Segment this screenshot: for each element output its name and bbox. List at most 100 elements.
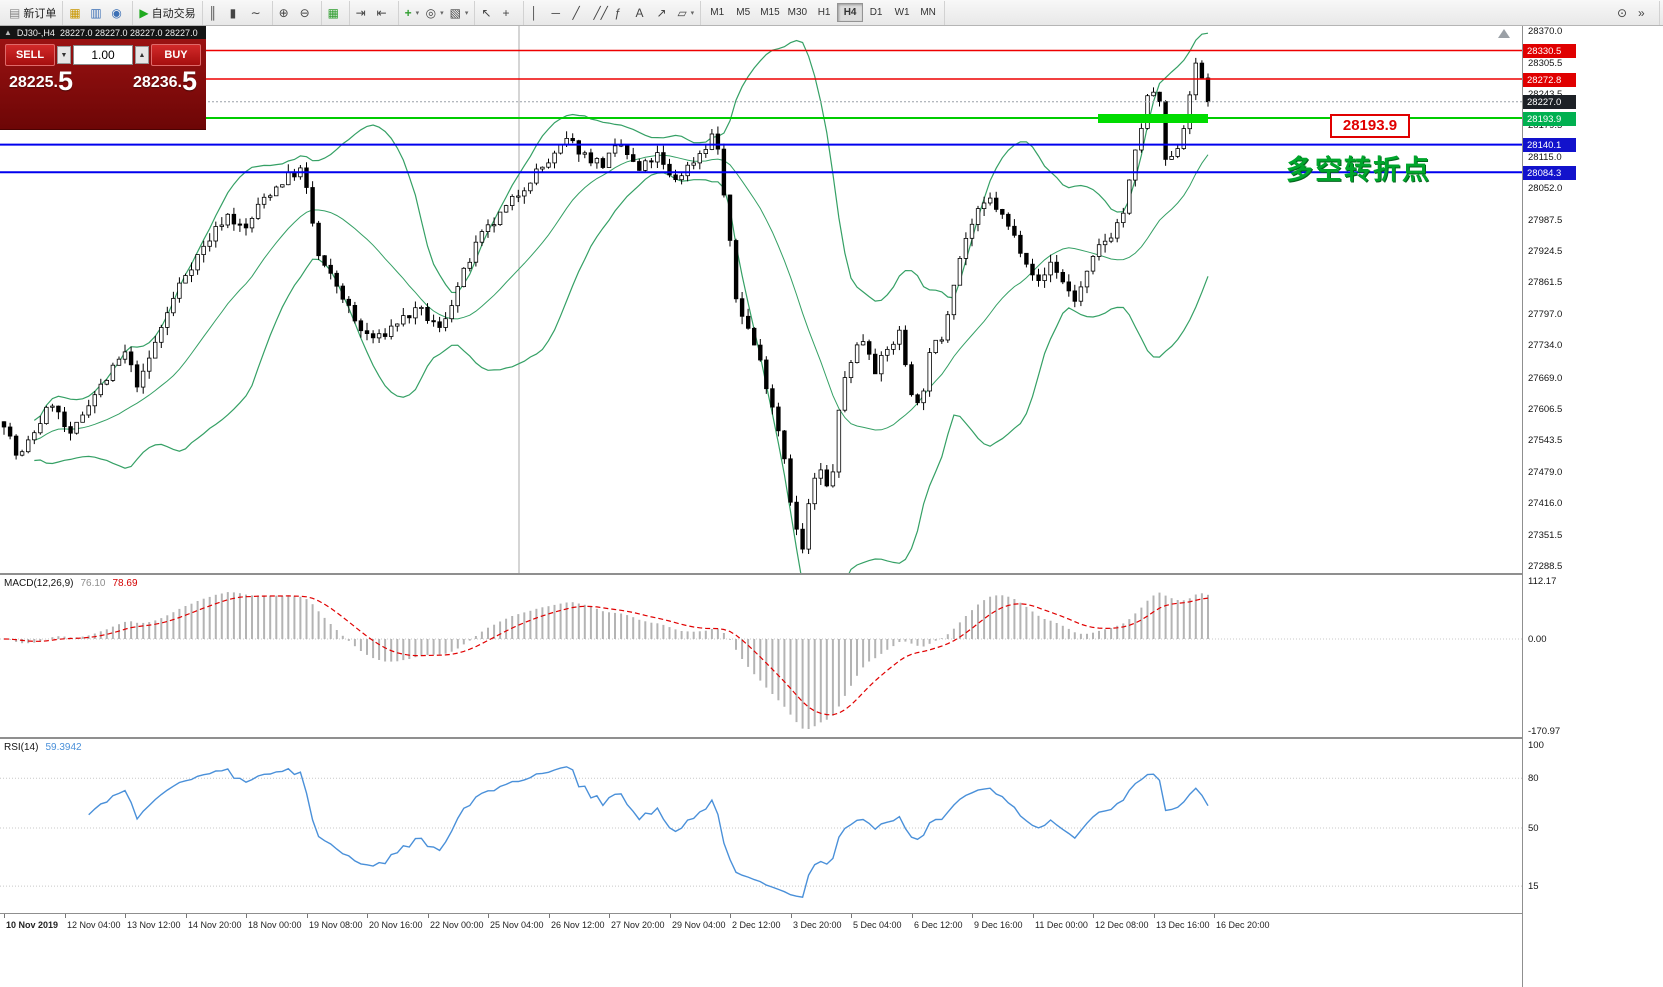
dropdown-arrow-icon: ▾ <box>690 9 695 17</box>
price-tick-label: 28370.0 <box>1528 26 1563 37</box>
macd-pane[interactable]: MACD(12,26,9) 76.10 78.69 <box>0 573 1522 737</box>
candlestick-chart-svg[interactable] <box>0 26 1522 573</box>
macd-axis-label: 112.17 <box>1528 576 1557 587</box>
toolbar-right-icons: ⊙ » <box>1611 0 1660 25</box>
market-watch-icon[interactable]: ▥ <box>87 2 108 23</box>
time-tick <box>246 914 247 918</box>
cursor-icon[interactable]: ↖ <box>478 2 499 23</box>
volume-decrease-button[interactable]: ▼ <box>57 46 71 64</box>
time-label: 19 Nov 08:00 <box>309 920 363 930</box>
zoom-in-icon[interactable]: ⊕ <box>276 2 297 23</box>
one-click-trading-panel: SELL ▼ ▲ BUY 28225.5 28236.5 <box>0 39 206 130</box>
price-level-flag[interactable]: 28193.9 <box>1330 114 1410 138</box>
bollinger-upper-band[interactable] <box>33 32 1209 421</box>
auto-scroll-icon[interactable]: ⇥ <box>353 2 374 23</box>
timeframe-button[interactable]: MN <box>915 3 941 22</box>
turning-point-annotation[interactable]: 多空转折点 <box>1286 155 1431 185</box>
time-tick <box>428 914 429 918</box>
timeframe-button[interactable]: M15 <box>756 3 783 22</box>
shapes-icon[interactable]: ▱ ▾ <box>674 2 697 23</box>
new-order-icon: ▤ <box>9 5 21 20</box>
channel-icon[interactable]: ╱╱ <box>590 2 611 23</box>
quick-access-toolbar: ▦ ▥ ◉ <box>63 0 134 25</box>
volume-increase-button[interactable]: ▲ <box>135 46 149 64</box>
price-tick-label: 28052.0 <box>1528 183 1563 194</box>
chart-shift-icon[interactable]: ⇤ <box>374 2 395 23</box>
time-label: 5 Dec 04:00 <box>853 920 902 930</box>
crosshair-icon[interactable]: + <box>499 2 520 23</box>
chart-type-toolbar: ║ ▮ ∼ <box>203 0 273 25</box>
support-zone-highlight[interactable] <box>1098 114 1208 123</box>
time-label: 14 Nov 20:00 <box>188 920 242 930</box>
collapse-panel-icon[interactable]: ▲ <box>4 28 12 37</box>
timeframe-button[interactable]: M30 <box>784 3 811 22</box>
sell-button[interactable]: SELL <box>5 44 55 66</box>
price-tick-label: 27479.0 <box>1528 467 1563 478</box>
time-label: 11 Dec 00:00 <box>1035 920 1088 930</box>
line-chart-icon[interactable]: ∼ <box>248 2 269 23</box>
rsi-line <box>88 766 1209 898</box>
templates-icon[interactable]: ▧ ▾ <box>447 2 472 23</box>
time-axis[interactable]: 10 Nov 2019 12 Nov 04:00 13 Nov 12:00 14 No… <box>0 913 1522 935</box>
dropdown-arrow-icon: ▾ <box>464 9 469 17</box>
timeframe-button[interactable]: M5 <box>730 3 756 22</box>
fibonacci-icon[interactable]: ƒ <box>611 2 632 23</box>
price-axis[interactable]: 28370.028305.528243.528179.528115.028052… <box>1522 26 1663 987</box>
time-label: 18 Nov 00:00 <box>248 920 302 930</box>
profiles-icon[interactable]: ◎ ▾ <box>423 2 447 23</box>
horizontal-line-icon[interactable]: ─ <box>548 2 569 23</box>
bollinger-middle-band[interactable] <box>34 154 1209 441</box>
arrows-icon[interactable]: ↗ <box>653 2 674 23</box>
dropdown-arrow-icon: ▾ <box>415 9 420 17</box>
time-tick <box>307 914 308 918</box>
rsi-chart-svg[interactable] <box>0 739 1522 913</box>
price-level-badge: 28140.1 <box>1523 138 1576 152</box>
time-label: 3 Dec 20:00 <box>793 920 842 930</box>
auto-trading-button[interactable]: ▶ 自动交易 <box>136 2 198 23</box>
rsi-pane[interactable]: RSI(14) 59.3942 <box>0 737 1522 913</box>
price-tick-label: 28115.0 <box>1528 152 1562 163</box>
overflow-icon[interactable]: » <box>1635 2 1656 23</box>
price-tick-label: 28243.5 <box>1528 89 1562 100</box>
vertical-line-icon[interactable]: │ <box>527 2 548 23</box>
volume-input[interactable] <box>73 45 133 65</box>
new-order-button[interactable]: ▤ 新订单 <box>6 2 59 23</box>
time-tick <box>4 914 5 918</box>
price-tick-label: 27288.5 <box>1528 561 1563 572</box>
time-tick <box>488 914 489 918</box>
symbol-ohlc: 28227.0 28227.0 28227.0 28227.0 <box>59 27 198 38</box>
rsi-axis-label: 50 <box>1528 823 1539 834</box>
main-chart-pane[interactable]: ▲ DJ30-,H4 28227.0 28227.0 28227.0 28227… <box>0 26 1522 573</box>
timeframe-button[interactable]: H1 <box>811 3 837 22</box>
text-icon[interactable]: A <box>632 2 653 23</box>
macd-axis-label: 0.00 <box>1528 634 1547 645</box>
macd-signal-value: 78.69 <box>112 578 138 589</box>
timeframe-button[interactable]: D1 <box>863 3 889 22</box>
time-label: 29 Nov 04:00 <box>672 920 726 930</box>
indicators-icon[interactable]: + ▾ <box>402 2 423 23</box>
macd-chart-svg[interactable] <box>0 575 1522 737</box>
bollinger-lower-band[interactable] <box>34 172 1209 573</box>
time-tick <box>912 914 913 918</box>
buy-button[interactable]: BUY <box>151 44 201 66</box>
zoom-out-icon[interactable]: ⊖ <box>297 2 318 23</box>
search-icon[interactable]: ⊙ <box>1614 2 1635 23</box>
trendline-icon[interactable]: ╱ <box>569 2 590 23</box>
symbol-title: DJ30-,H4 <box>16 27 55 38</box>
toolbox-icon[interactable]: ▦ <box>66 2 87 23</box>
macd-value: 76.10 <box>80 578 106 589</box>
tile-windows-icon[interactable]: ▦ <box>325 2 346 23</box>
navigator-icon[interactable]: ◉ <box>108 2 129 23</box>
chart-shift-marker[interactable] <box>1498 29 1510 38</box>
timeframe-button[interactable]: H4 <box>837 3 864 22</box>
dropdown-arrow-icon: ▾ <box>440 9 444 17</box>
time-label: 16 Dec 20:00 <box>1216 920 1270 930</box>
auto-trading-toolbar: ▶ 自动交易 <box>133 0 203 25</box>
buy-price: 28236. 5 <box>133 66 197 96</box>
bar-chart-icon[interactable]: ║ <box>206 2 227 23</box>
candlestick-chart-icon[interactable]: ▮ <box>227 2 248 23</box>
timeframe-button[interactable]: W1 <box>889 3 915 22</box>
time-tick <box>670 914 671 918</box>
timeframe-button[interactable]: M1 <box>704 3 730 22</box>
macd-histogram <box>9 592 1209 729</box>
